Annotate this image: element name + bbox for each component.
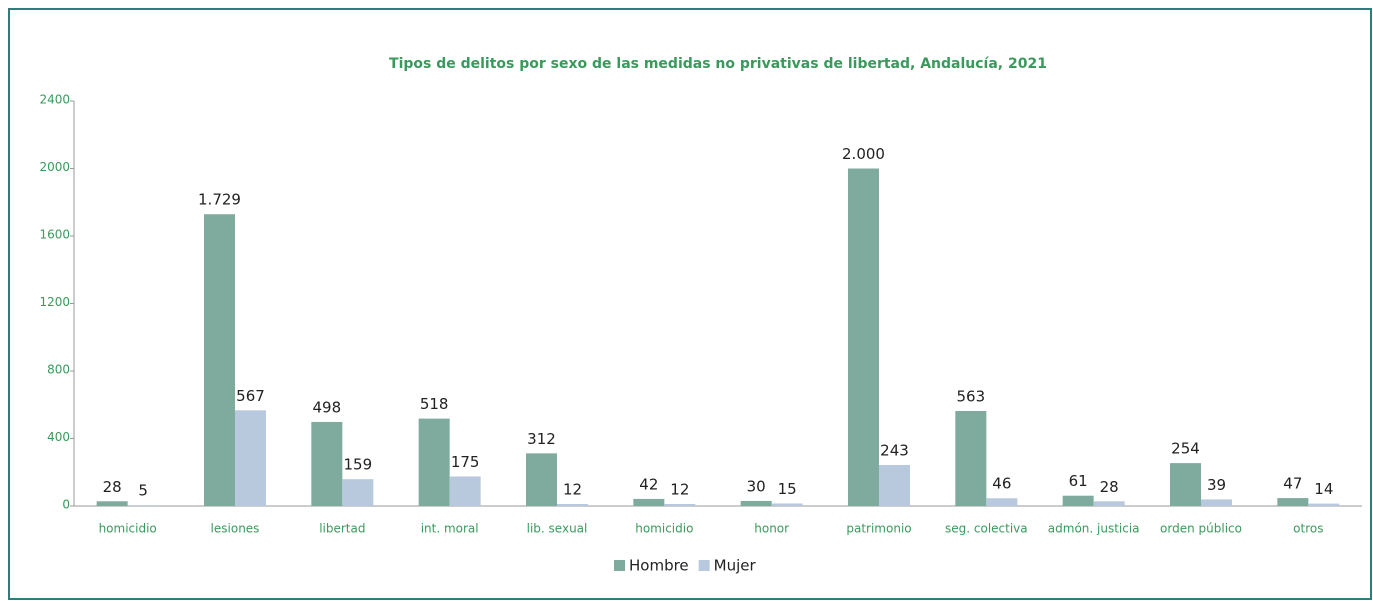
x-tick-label: honor xyxy=(754,522,789,536)
value-label: 1.729 xyxy=(198,191,241,209)
bar xyxy=(1308,503,1340,506)
value-label: 159 xyxy=(344,456,373,474)
y-tick-label: 2400 xyxy=(39,93,70,107)
bar xyxy=(848,168,879,506)
legend-swatch xyxy=(614,560,625,571)
bar xyxy=(1093,501,1125,506)
value-label: 15 xyxy=(778,480,797,498)
y-tick-label: 1200 xyxy=(39,295,70,309)
x-tick-label: lesiones xyxy=(211,522,260,536)
bar xyxy=(633,498,665,506)
value-label: 12 xyxy=(670,480,689,498)
value-label: 243 xyxy=(880,441,909,459)
x-tick-label: homicidio xyxy=(635,522,693,536)
x-tick-label: orden público xyxy=(1160,522,1242,536)
bar xyxy=(526,453,557,506)
value-label: 42 xyxy=(639,475,658,493)
x-tick-label: patrimonio xyxy=(846,522,911,536)
value-label: 5 xyxy=(138,482,148,500)
bar xyxy=(771,503,803,506)
y-tick-label: 2000 xyxy=(39,160,70,174)
bar xyxy=(1062,495,1094,506)
value-label: 30 xyxy=(747,477,766,495)
value-label: 28 xyxy=(103,478,122,496)
value-label: 39 xyxy=(1207,476,1226,494)
x-tick-label: seg. colectiva xyxy=(945,522,1028,536)
x-tick-label: admón. justicia xyxy=(1048,522,1140,536)
value-label: 518 xyxy=(420,395,449,413)
value-label: 312 xyxy=(527,430,556,448)
value-label: 12 xyxy=(563,480,582,498)
y-tick-label: 400 xyxy=(47,430,70,444)
bar xyxy=(311,421,343,506)
bar xyxy=(1170,463,1201,506)
value-label: 14 xyxy=(1314,480,1333,498)
value-label: 567 xyxy=(236,387,265,405)
bar xyxy=(557,503,588,506)
x-tick-label: homicidio xyxy=(99,522,157,536)
y-tick-label: 1600 xyxy=(39,228,70,242)
value-label: 47 xyxy=(1283,475,1302,493)
x-tick-label: int. moral xyxy=(421,522,479,536)
bar xyxy=(127,505,159,506)
bar xyxy=(1201,499,1232,506)
value-label: 254 xyxy=(1171,440,1200,458)
value-label: 175 xyxy=(451,453,480,471)
chart-title: Tipos de delitos por sexo de las medidas… xyxy=(389,56,1047,72)
legend-label: Hombre xyxy=(629,557,689,575)
value-label: 498 xyxy=(313,398,342,416)
bar xyxy=(955,410,987,506)
bar xyxy=(204,214,235,506)
value-label: 28 xyxy=(1100,478,1119,496)
value-label: 2.000 xyxy=(842,145,885,163)
legend-label: Mujer xyxy=(714,557,757,575)
bar xyxy=(986,498,1018,506)
x-tick-label: libertad xyxy=(319,522,365,536)
x-tick-label: otros xyxy=(1293,522,1323,536)
bar xyxy=(1277,498,1309,506)
bar xyxy=(342,479,374,506)
bar xyxy=(664,503,696,506)
value-label: 563 xyxy=(957,387,986,405)
bar xyxy=(418,418,450,506)
bar xyxy=(740,500,772,506)
y-tick-label: 800 xyxy=(47,363,70,377)
bar xyxy=(96,501,128,506)
legend-swatch xyxy=(698,560,710,571)
value-label: 61 xyxy=(1069,472,1088,490)
value-label: 46 xyxy=(992,475,1011,493)
bar xyxy=(235,410,266,506)
y-tick-label: 0 xyxy=(62,498,70,512)
bar xyxy=(449,476,481,506)
x-tick-label: lib. sexual xyxy=(527,522,588,536)
bar xyxy=(879,464,910,506)
